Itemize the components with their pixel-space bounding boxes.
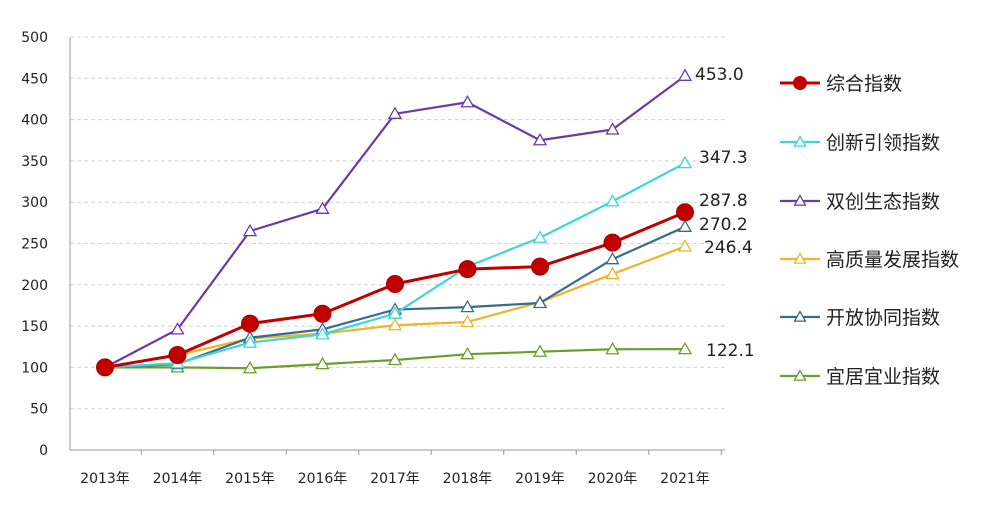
end-value-label: 347.3 <box>699 148 748 168</box>
data-point <box>241 314 259 333</box>
data-point <box>168 346 187 365</box>
data-point <box>605 122 620 135</box>
end-value-label: 270.2 <box>699 215 748 235</box>
data-point <box>605 341 620 355</box>
x-tick-label: 2016年 <box>298 471 348 487</box>
data-point <box>242 360 258 374</box>
legend-marker <box>793 369 807 381</box>
y-tick-label: 250 <box>21 237 48 253</box>
legend-item: 宜居宜业指数 <box>780 366 940 388</box>
data-point <box>532 132 548 146</box>
data-point <box>677 68 693 81</box>
data-point <box>96 358 114 377</box>
x-tick-label: 2013年 <box>80 471 130 487</box>
legend-marker <box>793 252 807 264</box>
legend-marker <box>793 194 807 206</box>
y-tick-label: 150 <box>21 319 48 335</box>
legend-marker <box>793 310 807 322</box>
legend-label: 宜居宜业指数 <box>826 366 940 388</box>
legend-label: 高质量发展指数 <box>826 249 959 271</box>
series-3 <box>97 68 693 373</box>
x-tick-label: 2020年 <box>588 471 638 487</box>
x-tick-label: 2014年 <box>153 471 203 487</box>
legend-item: 创新引领指数 <box>780 132 940 154</box>
data-point <box>315 201 330 214</box>
data-point <box>605 251 620 265</box>
data-point <box>677 239 693 252</box>
data-point <box>387 352 403 366</box>
x-tick-label: 2018年 <box>443 471 493 487</box>
x-tick-label: 2017年 <box>370 471 420 487</box>
x-tick-label: 2019年 <box>515 471 565 487</box>
legend-label: 双创生态指数 <box>826 191 940 213</box>
data-point <box>605 194 620 207</box>
data-point <box>460 94 475 108</box>
legend-item: 综合指数 <box>780 73 902 95</box>
data-point <box>242 223 258 237</box>
series-1 <box>96 203 694 377</box>
data-point <box>460 346 475 360</box>
end-value-label: 453.0 <box>695 65 744 85</box>
y-tick-label: 500 <box>21 30 48 46</box>
y-tick-label: 450 <box>21 71 48 87</box>
x-tick-label: 2015年 <box>225 471 275 487</box>
data-point <box>387 106 403 119</box>
data-point <box>532 230 548 243</box>
data-point <box>677 155 693 169</box>
data-point <box>313 304 332 323</box>
data-point <box>532 344 548 357</box>
data-point <box>460 299 475 313</box>
legend-label: 开放协同指数 <box>826 307 940 329</box>
y-tick-label: 350 <box>21 154 48 170</box>
end-value-label: 246.4 <box>704 238 753 258</box>
gridlines <box>70 36 725 410</box>
data-point <box>677 341 693 355</box>
data-point <box>676 203 694 222</box>
legend-marker <box>793 135 807 147</box>
data-point <box>460 314 475 328</box>
data-point <box>677 219 693 232</box>
data-point <box>605 266 620 280</box>
series-6 <box>97 341 693 374</box>
y-tick-label: 100 <box>21 360 48 376</box>
data-point <box>170 322 185 335</box>
data-labels: 287.8 347.3 453.0 246.4 270.2 122.1 <box>695 65 755 361</box>
legend-marker <box>793 76 807 90</box>
y-tick-label: 200 <box>21 278 48 294</box>
x-tick-label: 2021年 <box>660 471 710 487</box>
y-tick-label: 400 <box>21 113 48 129</box>
axes: 0 50 100 150 200 250 300 350 400 450 500 2013年 2014年… <box>21 30 725 487</box>
data-point <box>315 356 330 370</box>
data-point <box>603 233 622 252</box>
legend-label: 综合指数 <box>826 73 902 95</box>
end-value-label: 122.1 <box>706 341 755 361</box>
data-point <box>531 257 549 276</box>
legend-label: 创新引领指数 <box>826 132 940 154</box>
legend-item: 高质量发展指数 <box>780 249 959 271</box>
legend-item: 双创生态指数 <box>780 191 940 213</box>
y-tick-label: 50 <box>30 402 48 418</box>
data-point <box>387 306 403 319</box>
series-line <box>104 162 686 369</box>
end-value-label: 287.8 <box>699 191 748 211</box>
series-lines <box>96 68 694 377</box>
data-point <box>387 317 403 331</box>
data-point <box>315 327 330 340</box>
y-tick-label: 300 <box>21 195 48 211</box>
legend-item: 开放协同指数 <box>780 307 940 329</box>
data-point <box>458 260 477 279</box>
data-point <box>386 274 404 293</box>
data-point <box>242 335 258 348</box>
data-point <box>532 295 548 309</box>
y-tick-label: 0 <box>39 443 48 459</box>
